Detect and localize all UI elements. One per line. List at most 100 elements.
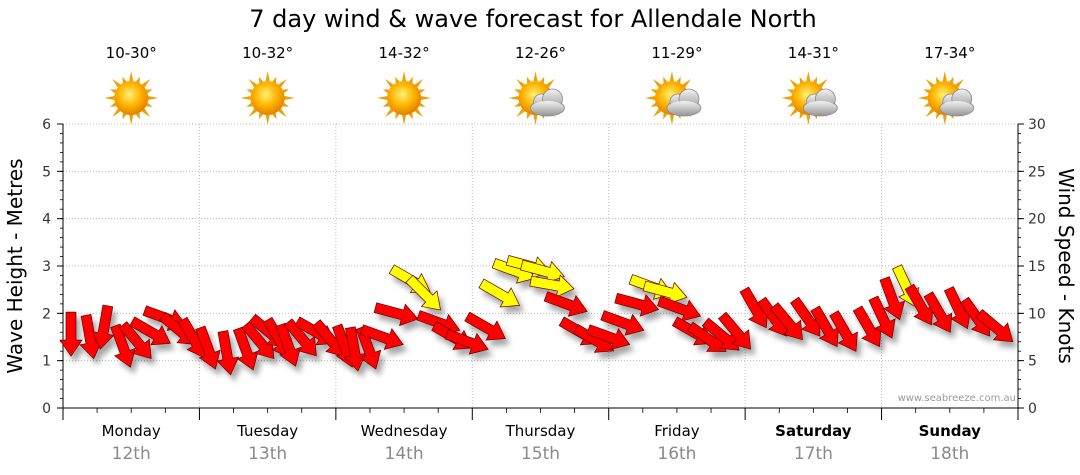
- wind-arrow-shape: [923, 291, 953, 333]
- wind-arrow-shape: [852, 305, 882, 348]
- wind-arrow-shape: [904, 283, 934, 326]
- wind-arrow: [642, 280, 688, 305]
- wind-arrow: [359, 324, 404, 350]
- wind-arrow-shape: [110, 323, 136, 368]
- wind-arrow-shape: [343, 326, 367, 372]
- wind-arrow-shape: [519, 259, 565, 284]
- wind-arrow: [614, 292, 660, 317]
- day-forecast-header: 10-30° 10-32° 14-32° 12-26° 11-29° 14-31° 17-3…: [104, 44, 975, 125]
- y-left-tick-label: 0: [42, 401, 51, 417]
- y-left-tick-label: 3: [42, 259, 51, 275]
- wind-arrow: [129, 316, 171, 346]
- wind-arrow-shape: [614, 292, 660, 317]
- sun-cloud-icon: [917, 71, 975, 125]
- wind-arrow-shape: [868, 295, 896, 339]
- wind-arrow-shape: [91, 304, 115, 350]
- day-label: Saturday: [775, 422, 852, 440]
- wind-arrow: [975, 309, 1014, 343]
- wind-arrow: [118, 321, 152, 360]
- day-header-friday: 11-29°: [644, 44, 702, 125]
- wind-arrow-shape: [232, 326, 259, 371]
- day-header-thursday: 12-26°: [508, 44, 566, 125]
- wind-arrow-shape: [478, 278, 521, 308]
- y-right-tick-label: 20: [1028, 212, 1046, 228]
- wind-arrow: [283, 318, 317, 357]
- wind-arrow-shape: [975, 309, 1014, 343]
- wind-arrow: [91, 304, 115, 350]
- day-temperature-range: 10-30°: [106, 44, 157, 62]
- date-label: 18th: [930, 444, 969, 464]
- y-right-tick-label: 5: [1028, 354, 1037, 370]
- wind-arrows: [59, 255, 1014, 376]
- wind-arrow: [232, 326, 259, 371]
- wind-arrow-shape: [464, 311, 506, 341]
- wind-arrow: [586, 324, 631, 350]
- wind-arrow: [879, 276, 906, 321]
- wind-arrow: [216, 330, 240, 376]
- sun-cloud-icon: [508, 71, 565, 125]
- y-axis-right-label: Wind Speed - Knots: [1054, 168, 1078, 364]
- sun-cloud-icon: [781, 71, 838, 125]
- day-header-sunday: 17-34°: [917, 44, 975, 125]
- sun-icon: [377, 71, 432, 125]
- sun-icon: [240, 71, 295, 125]
- y-left-tick-label: 5: [42, 164, 51, 180]
- wind-arrow: [923, 291, 953, 333]
- wind-arrow-shape: [118, 321, 152, 360]
- wind-arrow-shape: [879, 276, 906, 321]
- wind-arrow-shape: [529, 274, 575, 298]
- y-right-tick-label: 25: [1028, 164, 1046, 180]
- wind-arrow: [355, 325, 382, 370]
- wind-arrow: [829, 310, 858, 352]
- wind-arrow: [810, 305, 840, 348]
- wind-arrow-shape: [810, 305, 840, 348]
- wind-arrow-shape: [444, 329, 489, 355]
- wind-arrow: [275, 322, 301, 367]
- day-temperature-range: 17-34°: [924, 44, 975, 62]
- wind-arrow: [543, 291, 588, 317]
- source-credit: www.seabreeze.com.au: [898, 393, 1016, 404]
- wind-arrow-shape: [216, 330, 240, 376]
- date-label: 13th: [248, 444, 287, 464]
- chart-title: 7 day wind & wave forecast for Allendale…: [249, 5, 817, 33]
- wind-arrow: [464, 311, 506, 341]
- wind-arrow: [405, 274, 441, 311]
- wind-arrow-shape: [195, 325, 221, 370]
- day-temperature-range: 14-31°: [788, 44, 839, 62]
- wind-arrow-shape: [405, 274, 441, 311]
- day-temperature-range: 10-32°: [242, 44, 293, 62]
- y-axis-left-label: Wave Height - Metres: [3, 158, 27, 373]
- y-right-tick-label: 10: [1028, 306, 1046, 322]
- wind-arrow: [769, 302, 803, 341]
- wind-arrow: [59, 311, 83, 357]
- wind-arrow-shape: [355, 325, 382, 370]
- day-label: Sunday: [919, 422, 982, 440]
- wind-arrow: [519, 259, 565, 284]
- y-right-tick-label: 30: [1028, 117, 1046, 133]
- day-header-saturday: 14-31°: [781, 44, 839, 125]
- wind-arrow-shape: [275, 322, 301, 367]
- wind-arrow-shape: [642, 280, 688, 305]
- wind-arrow: [110, 323, 136, 368]
- day-header-wednesday: 14-32°: [377, 44, 432, 125]
- y-left-tick-label: 1: [42, 354, 51, 370]
- day-label: Monday: [102, 422, 161, 440]
- wind-arrow: [701, 317, 740, 351]
- wind-arrow-shape: [769, 302, 803, 341]
- wind-arrow: [478, 278, 521, 308]
- sun-cloud-icon: [644, 71, 702, 125]
- day-header-monday: 10-30°: [104, 44, 159, 125]
- wind-arrow-shape: [283, 318, 317, 357]
- wind-arrow: [600, 310, 645, 336]
- y-right-tick-label: 15: [1028, 259, 1046, 275]
- y-left-tick-label: 6: [42, 117, 51, 133]
- wind-arrow-shape: [543, 291, 588, 317]
- x-axis-day-labels: Monday 12th Tuesday 13th Wednesday 14th Thursd…: [102, 422, 982, 464]
- wind-arrow-shape: [373, 302, 419, 327]
- day-temperature-range: 11-29°: [651, 44, 702, 62]
- day-label: Thursday: [505, 422, 576, 440]
- date-label: 17th: [794, 444, 833, 464]
- date-label: 16th: [657, 444, 696, 464]
- wind-arrow-shape: [129, 316, 171, 346]
- wind-arrow: [656, 295, 702, 322]
